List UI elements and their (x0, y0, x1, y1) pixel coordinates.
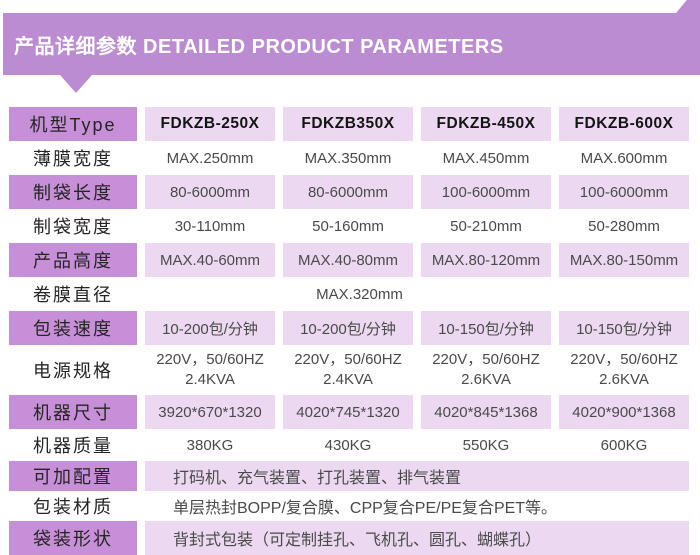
param-value: 50-160mm (312, 217, 384, 235)
banner-corner-notch (676, 0, 700, 13)
param-value: 10-150包/分钟 (559, 311, 689, 345)
parameters-table: 机型Type FDKZB-250X FDKZB350X FDKZB-450X F… (9, 107, 693, 555)
param-value-span: MAX.320mm (316, 285, 403, 303)
power-line2: 2.6KVA (599, 371, 649, 388)
power-line2: 2.4KVA (323, 371, 373, 388)
model-name: FDKZB-600X (559, 107, 689, 141)
param-value: MAX.600mm (580, 149, 668, 167)
param-value: 430KG (324, 436, 372, 454)
param-value: MAX.450mm (442, 149, 530, 167)
row-label-optional-config: 可加配置 (9, 461, 137, 491)
param-value: MAX.80-150mm (559, 243, 689, 277)
param-value: 80-6000mm (283, 175, 413, 209)
power-line1: 220V，50/60HZ (432, 350, 540, 368)
param-value: 220V，50/60HZ 2.4KVA (145, 345, 275, 395)
param-value: 10-200包/分钟 (283, 311, 413, 345)
param-value: 4020*845*1368 (421, 395, 551, 429)
param-value-span: 背封式包装（可定制挂孔、飞机孔、圆孔、蝴蝶孔） (145, 521, 689, 555)
param-value: MAX.250mm (166, 149, 254, 167)
param-value-span: 单层热封BOPP/复合膜、CPP复合PE/PE复合PET等。 (173, 500, 558, 517)
param-value: 3920*670*1320 (145, 395, 275, 429)
row-label-machine-weight: 机器质量 (33, 436, 113, 456)
model-name: FDKZB350X (283, 107, 413, 141)
param-value-span: 打码机、充气装置、打孔装置、排气装置 (145, 461, 689, 491)
param-value: 50-280mm (588, 217, 660, 235)
param-value: MAX.80-120mm (421, 243, 551, 277)
param-value: 550KG (462, 436, 510, 454)
param-value: 100-6000mm (559, 175, 689, 209)
power-line2: 2.6KVA (461, 371, 511, 388)
page-title: 产品详细参数 DETAILED PRODUCT PARAMETERS (14, 35, 504, 58)
param-value: 100-6000mm (421, 175, 551, 209)
param-value: MAX.40-60mm (145, 243, 275, 277)
param-value: 10-150包/分钟 (421, 311, 551, 345)
row-label-roll-diameter: 卷膜直径 (33, 285, 113, 305)
param-value: 220V，50/60HZ 2.6KVA (559, 345, 689, 395)
param-value: 600KG (600, 436, 648, 454)
param-value: 220V，50/60HZ 2.6KVA (421, 345, 551, 395)
row-label-bag-width: 制袋宽度 (33, 217, 113, 237)
param-value: MAX.40-80mm (283, 243, 413, 277)
param-value: MAX.350mm (304, 149, 392, 167)
row-label-model: 机型Type (9, 107, 137, 141)
param-value: 380KG (186, 436, 234, 454)
row-label-packing-material: 包装材质 (33, 497, 113, 517)
param-value: 220V，50/60HZ 2.4KVA (283, 345, 413, 395)
param-value: 4020*745*1320 (283, 395, 413, 429)
param-value: 80-6000mm (145, 175, 275, 209)
row-label-power-spec: 电源规格 (33, 361, 113, 381)
row-label-product-height: 产品高度 (9, 243, 137, 277)
banner-pointer-triangle (60, 75, 92, 93)
power-line1: 220V，50/60HZ (294, 350, 402, 368)
param-value: 4020*900*1368 (559, 395, 689, 429)
row-label-machine-size: 机器尺寸 (9, 395, 137, 429)
param-value: 30-110mm (174, 217, 246, 235)
row-label-film-width: 薄膜宽度 (33, 149, 113, 169)
power-line1: 220V，50/60HZ (156, 350, 264, 368)
model-name: FDKZB-450X (421, 107, 551, 141)
param-value: 50-210mm (450, 217, 522, 235)
param-value: 10-200包/分钟 (145, 311, 275, 345)
power-line1: 220V，50/60HZ (570, 350, 678, 368)
row-label-packing-speed: 包装速度 (9, 311, 137, 345)
row-label-bag-shape: 袋装形状 (9, 521, 137, 555)
row-label-bag-length: 制袋长度 (9, 175, 137, 209)
header-banner: 产品详细参数 DETAILED PRODUCT PARAMETERS (3, 13, 700, 75)
power-line2: 2.4KVA (185, 371, 235, 388)
model-name: FDKZB-250X (145, 107, 275, 141)
